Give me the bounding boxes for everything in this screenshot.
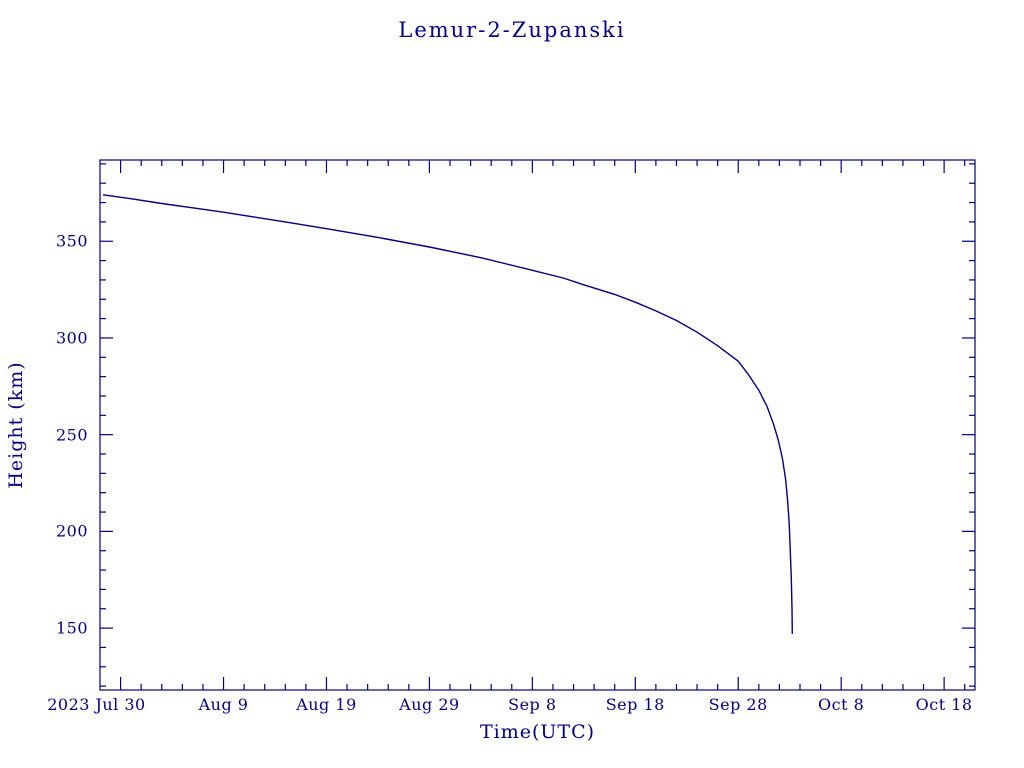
decay-curve xyxy=(103,194,793,634)
y-tick-label: 350 xyxy=(55,231,88,251)
x-tick-label: Sep 28 xyxy=(708,695,768,714)
x-axis-year-label: 2023 xyxy=(47,695,90,714)
y-tick-label: 150 xyxy=(55,618,88,638)
x-axis-label: Time(UTC) xyxy=(479,721,596,743)
x-tick-label: Aug 29 xyxy=(399,695,460,714)
y-tick-label: 200 xyxy=(55,521,88,541)
chart-title: Lemur-2-Zupanski xyxy=(398,18,626,42)
y-tick-label: 300 xyxy=(55,328,88,348)
x-tick-label: Sep 18 xyxy=(605,695,665,714)
x-tick-label: Oct 8 xyxy=(818,695,865,714)
x-tick-label: Sep 8 xyxy=(508,695,557,714)
y-tick-label: 250 xyxy=(55,425,88,445)
x-tick-label: Jul 30 xyxy=(95,695,146,714)
x-tick-label: Aug 19 xyxy=(296,695,357,714)
x-tick-label: Oct 18 xyxy=(915,695,973,714)
x-tick-label: Aug 9 xyxy=(198,695,249,714)
plot-frame xyxy=(99,159,976,691)
